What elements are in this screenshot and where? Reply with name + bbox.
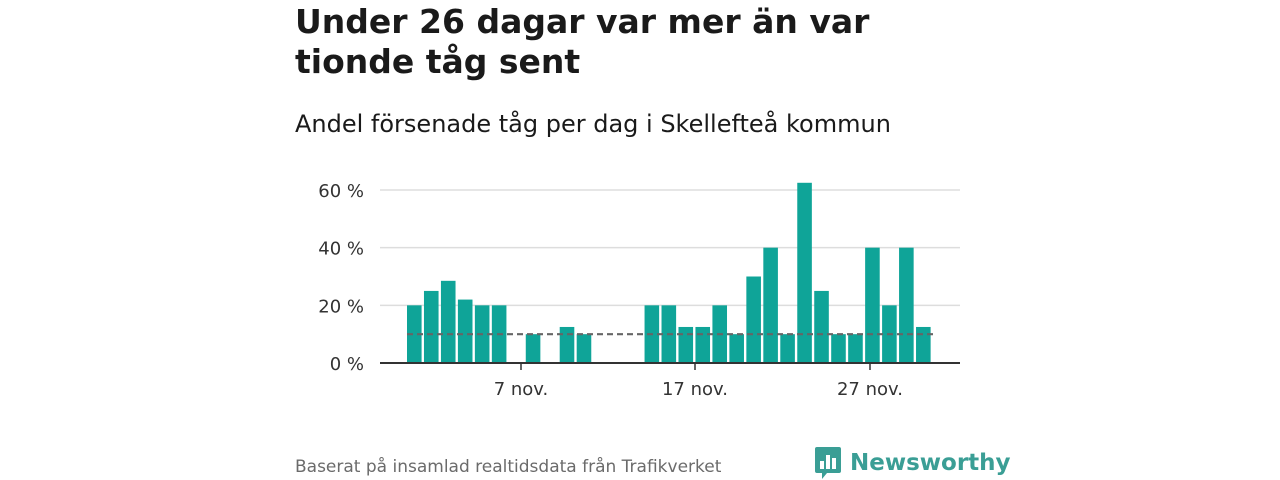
- bar: [814, 290, 829, 363]
- brand-name: Newsworthy: [850, 450, 1011, 476]
- bar: [423, 290, 439, 363]
- y-tick-label: 20 %: [318, 296, 364, 317]
- bar-chart: 0 % 20 % 40 % 60 % 7 nov. 17 nov. 27 nov.: [318, 181, 960, 400]
- bar: [746, 276, 761, 363]
- bar: [797, 182, 812, 363]
- y-tick-label: 40 %: [318, 239, 364, 260]
- bar: [729, 334, 744, 363]
- bar: [525, 334, 541, 363]
- bar: [763, 247, 778, 363]
- y-tick-label: 60 %: [318, 181, 364, 202]
- bar: [576, 334, 592, 363]
- y-tick-label: 0 %: [330, 354, 364, 375]
- x-tick-label: 27 nov.: [837, 379, 903, 400]
- bar: [899, 247, 914, 363]
- x-tick-label: 17 nov.: [662, 379, 728, 400]
- bar-chart-speech-bubble-icon: [815, 447, 841, 479]
- bar: [916, 326, 931, 363]
- bar: [865, 247, 880, 363]
- bar: [440, 280, 456, 363]
- bar: [848, 334, 863, 363]
- bar: [780, 334, 795, 363]
- bar: [457, 299, 473, 363]
- brand-logo: Newsworthy: [814, 445, 1011, 480]
- bar: [559, 326, 575, 363]
- chart-title: Under 26 dagar var mer än var tionde tåg…: [295, 2, 870, 81]
- bar: [695, 326, 711, 363]
- source-note: Baserat på insamlad realtidsdata från Tr…: [295, 457, 722, 477]
- bar: [831, 334, 846, 363]
- bar: [407, 305, 422, 363]
- x-tick-label: 7 nov.: [494, 379, 549, 400]
- bar: [678, 326, 694, 363]
- chart-subtitle: Andel försenade tåg per dag i Skellefteå…: [295, 110, 891, 138]
